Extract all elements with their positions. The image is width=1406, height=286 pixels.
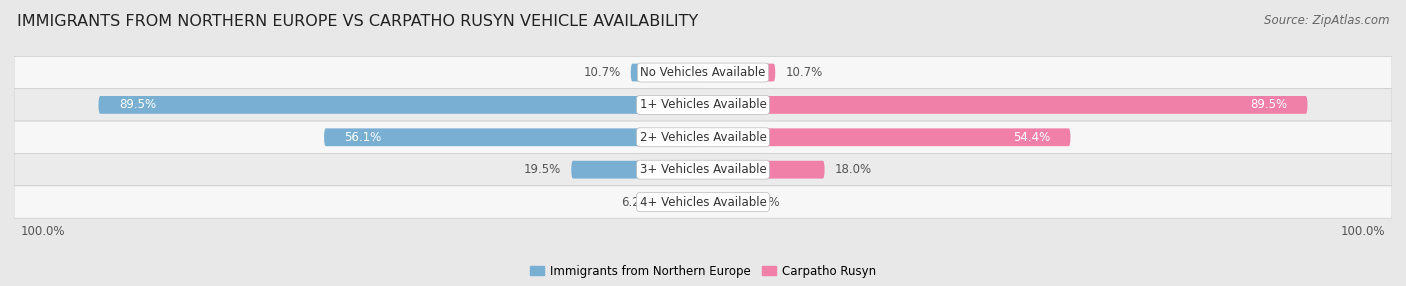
Text: 100.0%: 100.0%: [1341, 225, 1385, 238]
Text: 2+ Vehicles Available: 2+ Vehicles Available: [640, 131, 766, 144]
Text: 54.4%: 54.4%: [1012, 131, 1050, 144]
Text: 19.5%: 19.5%: [524, 163, 561, 176]
Text: 100.0%: 100.0%: [21, 225, 65, 238]
FancyBboxPatch shape: [703, 63, 775, 82]
FancyBboxPatch shape: [14, 121, 1392, 154]
Text: No Vehicles Available: No Vehicles Available: [640, 66, 766, 79]
FancyBboxPatch shape: [323, 128, 703, 146]
FancyBboxPatch shape: [14, 186, 1392, 218]
FancyBboxPatch shape: [98, 96, 703, 114]
FancyBboxPatch shape: [631, 63, 703, 82]
Legend: Immigrants from Northern Europe, Carpatho Rusyn: Immigrants from Northern Europe, Carpath…: [524, 260, 882, 282]
Text: 89.5%: 89.5%: [118, 98, 156, 112]
Text: 1+ Vehicles Available: 1+ Vehicles Available: [640, 98, 766, 112]
Text: 4+ Vehicles Available: 4+ Vehicles Available: [640, 196, 766, 208]
Text: 18.0%: 18.0%: [835, 163, 872, 176]
FancyBboxPatch shape: [14, 89, 1392, 121]
Text: 10.7%: 10.7%: [786, 66, 823, 79]
Text: 5.5%: 5.5%: [751, 196, 780, 208]
Text: 56.1%: 56.1%: [344, 131, 381, 144]
Text: 89.5%: 89.5%: [1250, 98, 1288, 112]
FancyBboxPatch shape: [703, 96, 1308, 114]
FancyBboxPatch shape: [703, 128, 1070, 146]
FancyBboxPatch shape: [661, 193, 703, 211]
Text: Source: ZipAtlas.com: Source: ZipAtlas.com: [1264, 14, 1389, 27]
FancyBboxPatch shape: [571, 161, 703, 178]
FancyBboxPatch shape: [703, 161, 824, 178]
FancyBboxPatch shape: [703, 193, 740, 211]
FancyBboxPatch shape: [14, 56, 1392, 89]
FancyBboxPatch shape: [14, 154, 1392, 186]
Text: IMMIGRANTS FROM NORTHERN EUROPE VS CARPATHO RUSYN VEHICLE AVAILABILITY: IMMIGRANTS FROM NORTHERN EUROPE VS CARPA…: [17, 14, 699, 29]
Text: 10.7%: 10.7%: [583, 66, 620, 79]
Text: 6.2%: 6.2%: [621, 196, 651, 208]
Text: 3+ Vehicles Available: 3+ Vehicles Available: [640, 163, 766, 176]
